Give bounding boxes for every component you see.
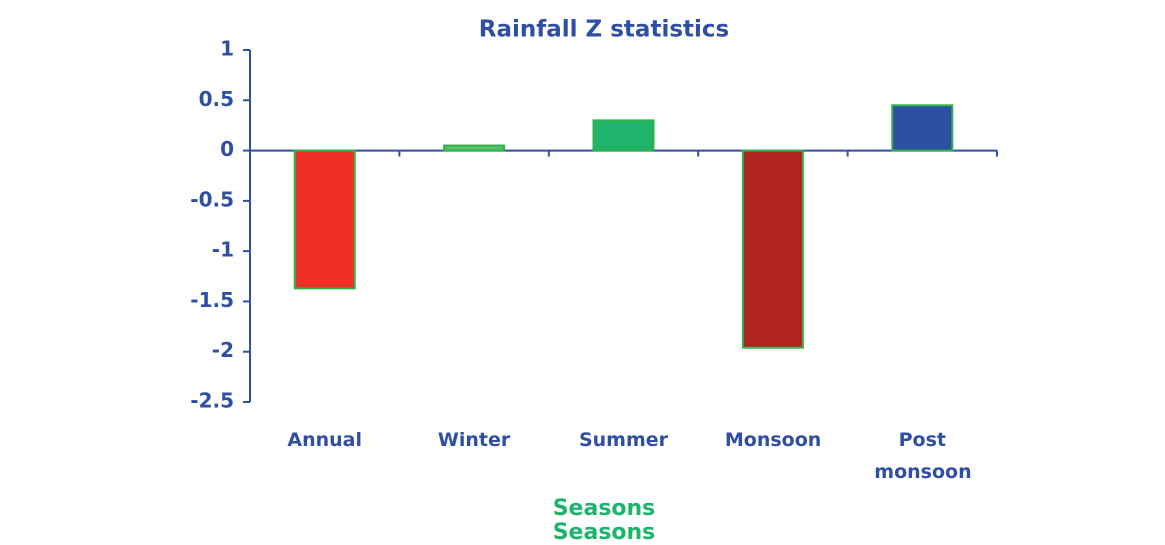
x-tick-label: Post monsoon xyxy=(874,429,972,483)
bar xyxy=(741,149,804,349)
x-tick-label: Annual xyxy=(287,429,362,451)
bar xyxy=(891,104,954,152)
y-tick-label: 0.5 xyxy=(199,87,234,111)
y-tick-label: 0 xyxy=(220,137,234,161)
bar xyxy=(592,119,655,152)
x-axis-label: Seasons xyxy=(552,496,656,521)
x-tick-label: Winter xyxy=(437,429,511,451)
y-tick-label: 1 xyxy=(220,37,234,61)
x-tick-label: Monsoon xyxy=(724,429,822,451)
x-axis-label: Seasons xyxy=(552,520,656,545)
bar xyxy=(443,144,506,152)
y-tick-label: -0.5 xyxy=(190,187,234,211)
x-tick-label: Summer xyxy=(578,429,669,451)
bar xyxy=(293,149,356,290)
y-tick-label: -2.5 xyxy=(190,389,234,413)
y-tick-label: -1 xyxy=(212,238,234,262)
y-tick-label: -2 xyxy=(212,338,234,362)
chart-title: Rainfall Z statistics xyxy=(479,17,729,43)
y-tick-label: -1.5 xyxy=(190,288,234,312)
